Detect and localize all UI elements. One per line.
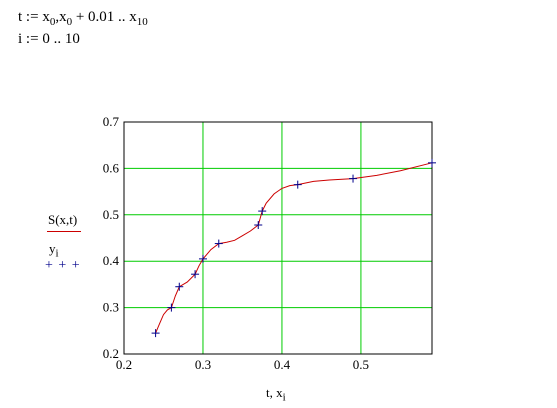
tick-labels: 0.2 0.3 0.4 0.5 0.2 0.3 0.4 0.5 0.6 0.7 <box>103 114 369 372</box>
grid <box>124 122 432 354</box>
plot-frame <box>123 121 433 355</box>
data-point-marker <box>349 174 358 183</box>
data-point-marker <box>254 221 263 230</box>
x-axis-label: t, xi <box>266 385 286 404</box>
data-point-marker <box>293 180 302 189</box>
legend-curve-swatch <box>47 231 81 232</box>
x-tick-label: 0.2 <box>116 357 132 372</box>
legend-curve-label: S(x,t) <box>48 212 78 227</box>
data-point-marker <box>258 207 267 216</box>
data-point-marker <box>151 329 160 338</box>
data-point-marker <box>191 270 200 279</box>
range-definition-t: t := x0,x0 + 0.01 .. x10 <box>18 9 148 28</box>
y-tick-label: 0.5 <box>103 207 119 222</box>
series-line-S <box>155 162 433 334</box>
data-point-marker <box>167 303 176 312</box>
data-point-marker <box>428 158 436 167</box>
x-tick-label: 0.5 <box>353 357 369 372</box>
y-tick-label: 0.6 <box>103 160 120 175</box>
data-point-marker <box>214 239 223 248</box>
y-tick-label: 0.7 <box>103 114 120 129</box>
data-point-marker <box>198 254 207 263</box>
x-tick-label: 0.4 <box>274 357 291 372</box>
y-tick-label: 0.2 <box>103 346 119 361</box>
data-point-marker <box>175 282 184 291</box>
y-tick-label: 0.4 <box>103 253 120 268</box>
range-definition-i: i := 0 .. 10 <box>18 31 80 47</box>
y-tick-label: 0.3 <box>103 300 119 315</box>
legend-points-label: yi <box>49 241 59 260</box>
x-tick-label: 0.3 <box>195 357 211 372</box>
legend-points-marker: + + + <box>45 258 81 273</box>
series <box>151 158 436 338</box>
